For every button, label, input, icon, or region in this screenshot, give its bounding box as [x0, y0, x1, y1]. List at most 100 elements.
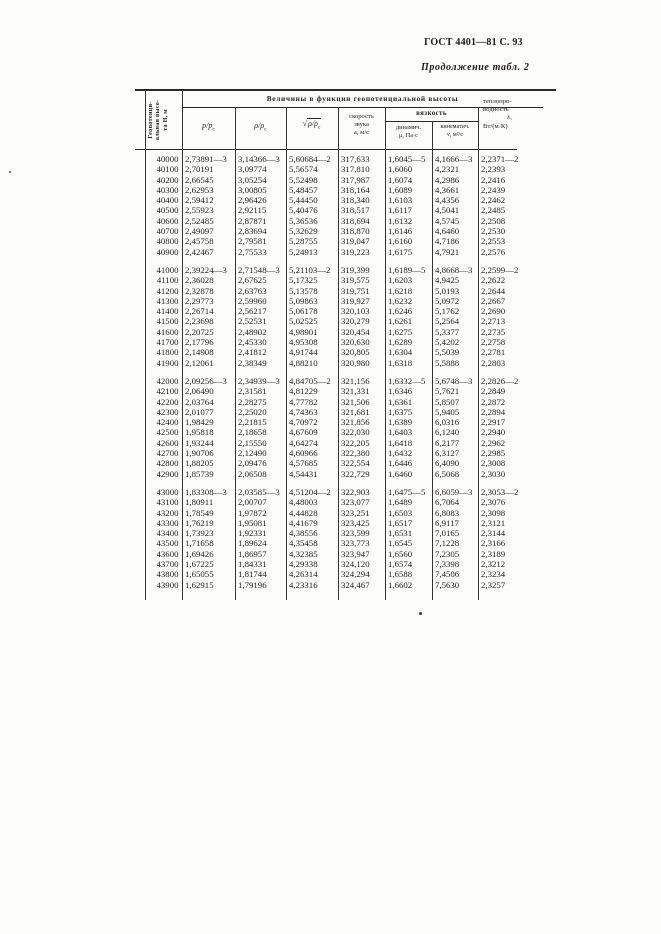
value-cell: 5,02525 — [289, 316, 318, 327]
value-cell: 2,87871 — [238, 215, 267, 226]
value-cell: 2,2940 — [481, 427, 506, 438]
value-cell: 2,2962 — [481, 437, 506, 448]
value-cell: 6,6059—3 — [435, 486, 473, 497]
value-cell: 1,73923 — [185, 528, 214, 539]
height-cell: 40700 — [156, 226, 179, 237]
column-header-geopotential-height: Геопотенци- альная высо- та Н, м — [147, 92, 181, 148]
value-cell: 6,1240 — [435, 427, 460, 438]
value-cell: 1,79196 — [238, 579, 267, 590]
value-cell: 1,6432 — [388, 448, 413, 459]
header-line: звука — [354, 120, 369, 128]
height-cell: 42800 — [156, 458, 179, 469]
column-header-kinematic-viscosity: кинематич. ν, м²/с — [432, 124, 478, 140]
value-cell: 2,38349 — [238, 357, 267, 368]
value-cell: 5,36536 — [289, 215, 318, 226]
height-cell: 40800 — [156, 236, 179, 247]
table-row: 42900 1,85739 2,06508 4,54431 322,729 1,6460 6… — [145, 469, 545, 479]
height-cell: 43900 — [156, 579, 179, 590]
value-cell: 4,84705—2 — [289, 375, 331, 386]
value-cell: 4,7921 — [435, 246, 460, 257]
value-cell: 1,84331 — [238, 558, 267, 569]
value-cell: 2,2393 — [481, 164, 506, 175]
value-cell: 1,6318 — [388, 357, 413, 368]
value-cell: 1,6346 — [388, 386, 413, 397]
value-cell: 4,29338 — [289, 558, 318, 569]
height-cell: 42200 — [156, 396, 179, 407]
value-cell: 5,5888 — [435, 357, 460, 368]
value-cell: 5,13578 — [289, 285, 318, 296]
row-block: 43000 1,83308—3 2,03585—3 4,51204—2 322,903 1… — [145, 487, 545, 590]
table-top-border-line — [135, 89, 556, 92]
value-cell: 2,28275 — [238, 396, 267, 407]
column-header-sqrt-density-ratio: √ρ/ρс — [286, 118, 338, 131]
value-cell: 2,03764 — [185, 396, 214, 407]
value-cell: 1,6203 — [388, 275, 413, 286]
value-cell: 1,6475—5 — [388, 486, 426, 497]
value-cell: 2,2462 — [481, 195, 506, 206]
value-cell: 5,9405 — [435, 406, 460, 417]
value-cell: 6,0316 — [435, 417, 460, 428]
value-cell: 5,6748—3 — [435, 375, 473, 386]
scan-speck — [419, 612, 422, 615]
table-row: 40500 2,55923 2,92115 5,40476 318,517 1,6117 4… — [145, 205, 545, 215]
value-cell: 2,2553 — [481, 236, 506, 247]
height-cell: 41900 — [156, 357, 179, 368]
height-cell: 42100 — [156, 386, 179, 397]
header-line: кинематич. — [440, 124, 470, 130]
value-cell: 1,6132 — [388, 215, 413, 226]
value-cell: 4,5041 — [435, 205, 460, 216]
table-row: 41700 2,17796 2,45330 4,95308 320,630 1,6289 5… — [145, 337, 545, 347]
height-cell: 43100 — [156, 497, 179, 508]
row-block: 41000 2,39224—3 2,71548—3 5,21103—2 319,399 1… — [145, 265, 545, 368]
value-cell: 323,947 — [341, 548, 370, 559]
value-cell: 322,205 — [341, 437, 370, 448]
value-cell: 4,2321 — [435, 164, 460, 175]
header-line: а, м/с — [353, 128, 370, 136]
table-row: 41600 2,20725 2,48902 4,98901 320,454 1,6275 5… — [145, 327, 545, 337]
value-cell: 1,69426 — [185, 548, 214, 559]
header-line: λ, — [507, 114, 512, 122]
value-cell: 2,66545 — [185, 174, 214, 185]
value-cell: 4,32385 — [289, 548, 318, 559]
table-row: 40200 2,66545 3,05254 5,52498 317,987 1,6074 4… — [145, 175, 545, 185]
value-cell: 1,98429 — [185, 417, 214, 428]
table-row: 41300 2,29773 2,59960 5,09863 319,927 1,6232 5… — [145, 296, 545, 306]
table-row: 40600 2,52485 2,87871 5,36536 318,694 1,6132 4… — [145, 216, 545, 226]
viscosity-group-underline — [385, 121, 478, 122]
value-cell: 6,5068 — [435, 468, 460, 479]
value-cell: 5,0193 — [435, 285, 460, 296]
value-cell: 2,18658 — [238, 427, 267, 438]
value-cell: 322,380 — [341, 448, 370, 459]
table-row: 43700 1,67225 1,84331 4,29338 324,120 1,6574 7… — [145, 559, 545, 569]
value-cell: 318,870 — [341, 226, 370, 237]
column-header-speed-of-sound: скорость звука а, м/с — [338, 113, 385, 136]
value-cell: 5,24913 — [289, 246, 318, 257]
value-cell: 319,399 — [341, 264, 370, 275]
value-cell: 1,6275 — [388, 326, 413, 337]
value-cell: 2,2826—2 — [481, 375, 519, 386]
value-cell: 2,2622 — [481, 275, 506, 286]
value-cell: 323,425 — [341, 517, 370, 528]
value-cell: 321,331 — [341, 386, 370, 397]
value-cell: 2,3076 — [481, 497, 506, 508]
header-line: Геопотенци- — [147, 101, 154, 139]
value-cell: 5,4202 — [435, 337, 460, 348]
value-cell: 1,6531 — [388, 528, 413, 539]
value-cell: 2,00707 — [238, 497, 267, 508]
value-cell: 4,44828 — [289, 507, 318, 518]
column-header-dynamic-viscosity: динамич. μ, Па·с — [385, 124, 432, 140]
value-cell: 4,38556 — [289, 528, 318, 539]
value-cell: 2,34939—3 — [238, 375, 280, 386]
value-cell: 4,5745 — [435, 215, 460, 226]
value-cell: 4,98901 — [289, 326, 318, 337]
value-cell: 318,517 — [341, 205, 370, 216]
table-row: 40800 2,45758 2,79581 5,28755 319,047 1,6160 4… — [145, 236, 545, 246]
value-cell: 2,2644 — [481, 285, 506, 296]
value-cell: 1,62915 — [185, 579, 214, 590]
value-cell: 2,52485 — [185, 215, 214, 226]
value-cell: 1,80911 — [185, 497, 214, 508]
value-cell: 2,29773 — [185, 295, 214, 306]
value-cell: 2,2713 — [481, 316, 506, 327]
value-cell: 318,164 — [341, 184, 370, 195]
value-cell: 2,12061 — [185, 357, 214, 368]
